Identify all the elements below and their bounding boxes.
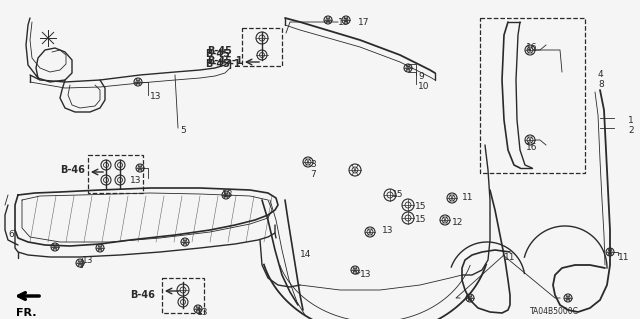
Text: 8: 8 (598, 80, 604, 89)
Bar (162, 278, 204, 313)
Text: 13: 13 (360, 270, 371, 279)
Text: 11: 11 (462, 193, 474, 202)
Text: 13: 13 (130, 176, 141, 185)
Bar (480, 18, 585, 173)
Text: 2: 2 (628, 126, 634, 135)
Text: 15: 15 (392, 190, 403, 199)
Text: 15: 15 (415, 215, 426, 224)
Text: 12: 12 (452, 218, 463, 227)
Text: 13: 13 (382, 226, 394, 235)
Text: B-46: B-46 (60, 165, 85, 175)
Text: FR.: FR. (16, 308, 36, 318)
Text: 4: 4 (598, 70, 604, 79)
Text: B-46: B-46 (130, 290, 155, 300)
Text: 16: 16 (526, 43, 538, 52)
Text: 15: 15 (415, 202, 426, 211)
Text: 13: 13 (150, 92, 161, 101)
Text: 10: 10 (418, 82, 429, 91)
Text: 13: 13 (222, 190, 234, 199)
Text: 9: 9 (418, 72, 424, 81)
Bar (242, 28, 282, 66)
Text: 16: 16 (526, 143, 538, 152)
Text: 1: 1 (628, 116, 634, 125)
Text: B-45-1: B-45-1 (207, 56, 243, 66)
Text: 5: 5 (180, 126, 186, 135)
Text: 6: 6 (8, 230, 13, 239)
Text: 11: 11 (618, 253, 630, 262)
Text: B-45: B-45 (207, 46, 232, 56)
Text: 3: 3 (310, 160, 316, 169)
Text: B-45: B-45 (205, 49, 230, 59)
Text: 13: 13 (338, 18, 349, 27)
Text: 17: 17 (358, 18, 369, 27)
Text: TA04B5000C: TA04B5000C (530, 307, 579, 316)
Text: B-45-1: B-45-1 (205, 59, 241, 69)
Bar (88, 155, 143, 193)
Text: 7: 7 (310, 170, 316, 179)
Text: 13: 13 (82, 256, 93, 265)
Text: 14: 14 (300, 250, 312, 259)
Text: 13: 13 (197, 308, 209, 317)
Text: 11: 11 (504, 253, 515, 262)
